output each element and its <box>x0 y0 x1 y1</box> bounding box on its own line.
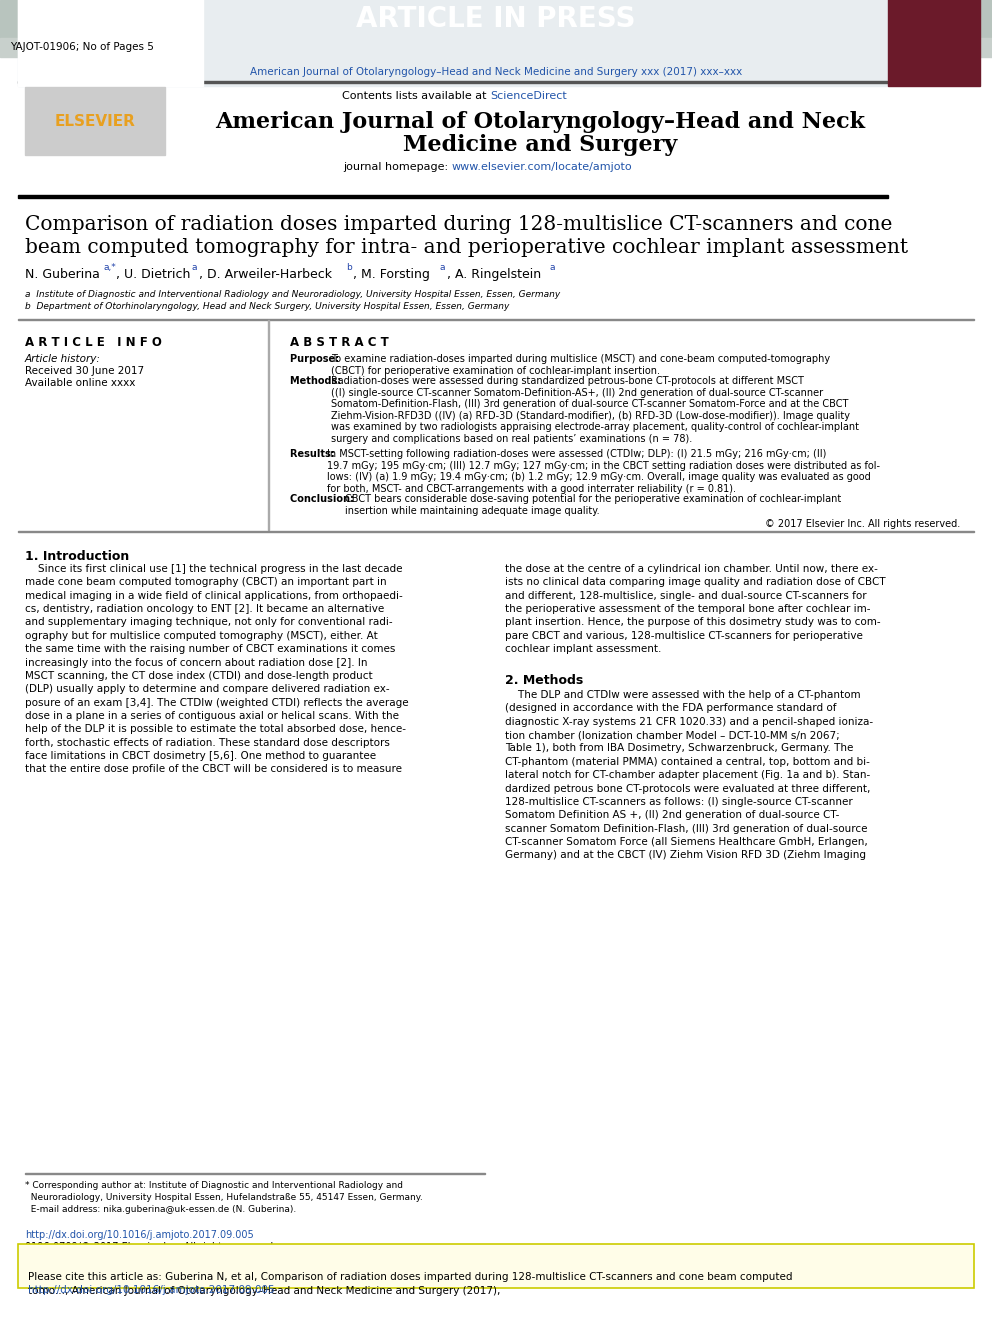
Text: American Journal of Otolaryngology–Head and Neck: American Journal of Otolaryngology–Head … <box>215 111 865 134</box>
Text: 0196-0709/© 2017 Elsevier Inc. All rights reserved.: 0196-0709/© 2017 Elsevier Inc. All right… <box>25 1242 276 1252</box>
Text: a,*: a,* <box>103 263 116 273</box>
Bar <box>888 0 980 86</box>
Text: Conclusion:: Conclusion: <box>290 493 357 504</box>
Text: ELSEVIER: ELSEVIER <box>55 114 136 128</box>
Text: journal homepage:: journal homepage: <box>343 161 452 172</box>
Text: Received 30 June 2017: Received 30 June 2017 <box>25 366 144 376</box>
Text: b  Department of Otorhinolaryngology, Head and Neck Surgery, University Hospital: b Department of Otorhinolaryngology, Hea… <box>25 302 509 311</box>
Text: Since its first clinical use [1] the technical progress in the last decade
made : Since its first clinical use [1] the tec… <box>25 564 409 774</box>
Text: In MSCT-setting following radiation-doses were assessed (CTDIw; DLP): (I) 21.5 m: In MSCT-setting following radiation-dose… <box>327 448 880 493</box>
Text: Article history:: Article history: <box>25 355 101 364</box>
Bar <box>25 87 165 155</box>
Text: a: a <box>192 263 197 273</box>
Bar <box>18 0 203 86</box>
Text: a  Institute of Diagnostic and Interventional Radiology and Neuroradiology, Univ: a Institute of Diagnostic and Interventi… <box>25 290 560 299</box>
Text: CBCT bears considerable dose-saving potential for the perioperative examination : CBCT bears considerable dose-saving pote… <box>345 493 841 516</box>
Bar <box>18 0 888 86</box>
Text: American Journal of Otolaryngology–Head and Neck Medicine and Surgery xxx (2017): American Journal of Otolaryngology–Head … <box>250 67 742 77</box>
Text: Methods:: Methods: <box>290 376 344 386</box>
Text: http://dx.doi.org/10.1016/j.amjoto.2017.09.005: http://dx.doi.org/10.1016/j.amjoto.2017.… <box>25 1230 254 1240</box>
Text: Purpose:: Purpose: <box>290 355 342 364</box>
Text: www.elsevier.com/locate/amjoto: www.elsevier.com/locate/amjoto <box>452 161 633 172</box>
FancyBboxPatch shape <box>18 1244 974 1289</box>
Text: 1. Introduction: 1. Introduction <box>25 550 129 564</box>
Bar <box>18 81 888 83</box>
Text: Results:: Results: <box>290 448 338 459</box>
Text: Contents lists available at: Contents lists available at <box>342 91 490 101</box>
Text: beam computed tomography for intra- and perioperative cochlear implant assessmen: beam computed tomography for intra- and … <box>25 238 908 257</box>
Text: Available online xxxx: Available online xxxx <box>25 378 135 388</box>
Text: Medicine and Surgery: Medicine and Surgery <box>403 134 678 156</box>
Text: the dose at the centre of a cylindrical ion chamber. Until now, there ex-
ists n: the dose at the centre of a cylindrical … <box>505 564 886 654</box>
Text: A B S T R A C T: A B S T R A C T <box>290 336 389 349</box>
Text: Radiation-doses were assessed during standardized petrous-bone CT-protocols at d: Radiation-doses were assessed during sta… <box>331 376 859 445</box>
Bar <box>0 0 992 38</box>
Bar <box>0 38 992 57</box>
Text: Comparison of radiation doses imparted during 128-multislice CT-scanners and con: Comparison of radiation doses imparted d… <box>25 216 893 234</box>
Text: A R T I C L E   I N F O: A R T I C L E I N F O <box>25 336 162 349</box>
Text: * Corresponding author at: Institute of Diagnostic and Interventional Radiology : * Corresponding author at: Institute of … <box>25 1181 423 1213</box>
Text: , D. Arweiler-Harbeck: , D. Arweiler-Harbeck <box>199 269 332 280</box>
Text: ScienceDirect: ScienceDirect <box>490 91 566 101</box>
Text: © 2017 Elsevier Inc. All rights reserved.: © 2017 Elsevier Inc. All rights reserved… <box>765 519 960 529</box>
Text: Please cite this article as: Guberina N, et al, Comparison of radiation doses im: Please cite this article as: Guberina N,… <box>28 1271 793 1297</box>
Text: ARTICLE IN PRESS: ARTICLE IN PRESS <box>356 5 636 33</box>
Text: 2. Methods: 2. Methods <box>505 673 583 687</box>
Bar <box>18 194 888 198</box>
Text: a: a <box>550 263 556 273</box>
Text: http://dx.doi.org/10.1016/j.amjoto.2017.09.005: http://dx.doi.org/10.1016/j.amjoto.2017.… <box>28 1285 275 1295</box>
Text: b: b <box>346 263 352 273</box>
Text: , A. Ringelstein: , A. Ringelstein <box>447 269 541 280</box>
Text: , U. Dietrich: , U. Dietrich <box>116 269 190 280</box>
Text: N. Guberina: N. Guberina <box>25 269 100 280</box>
Text: To examine radiation-doses imparted during multislice (MSCT) and cone-beam compu: To examine radiation-doses imparted duri… <box>331 355 830 376</box>
Text: a: a <box>440 263 445 273</box>
Text: , M. Forsting: , M. Forsting <box>353 269 430 280</box>
Text: YAJOT-01906; No of Pages 5: YAJOT-01906; No of Pages 5 <box>10 42 154 52</box>
Text: American
Journal of
OTOLARYNGOLOGY

Head and
Neck
Medicine and Surgery: American Journal of OTOLARYNGOLOGY Head … <box>905 111 963 151</box>
Text: The DLP and CTDIw were assessed with the help of a CT-phantom
(designed in accor: The DLP and CTDIw were assessed with the… <box>505 691 873 860</box>
